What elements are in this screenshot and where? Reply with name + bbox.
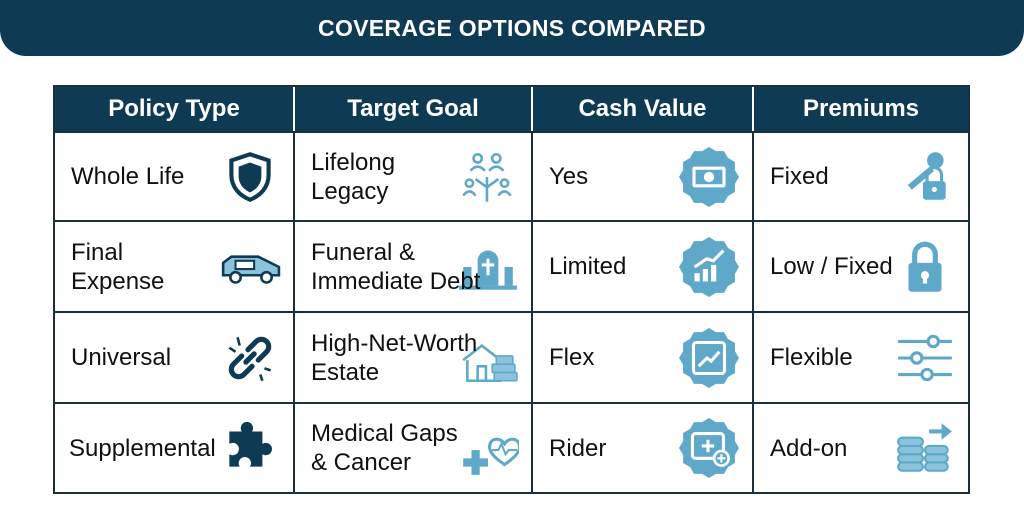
banner — [0, 0, 1024, 56]
cell-text: Supplemental — [69, 434, 216, 462]
cell-text: Flex — [549, 344, 595, 371]
cell-text: Add-on — [770, 434, 848, 462]
cell-text: Rider — [549, 434, 607, 462]
cell-icon — [459, 249, 517, 290]
column-header: Policy Type — [55, 87, 295, 131]
column-header: Target Goal — [295, 87, 533, 131]
column-header: Premiums — [754, 87, 968, 131]
cell-icon — [462, 343, 518, 382]
table-cell: Final Expense — [55, 220, 295, 311]
cell-text: Funeral & Immediate Debt — [311, 238, 481, 295]
cell-icon — [229, 151, 271, 202]
cell-icon — [907, 151, 946, 200]
table-cell: Flexible — [754, 311, 968, 402]
cell-icon — [897, 423, 952, 472]
cell-text: Fixed — [770, 163, 829, 190]
cell-icon — [463, 437, 519, 475]
cell-icon — [679, 327, 739, 388]
cell-text: Medical Gaps & Cancer — [311, 420, 458, 476]
cell-icon — [898, 334, 952, 381]
table-cell: Lifelong Legacy — [295, 131, 533, 220]
cell-icon — [462, 152, 512, 202]
cell-icon — [228, 336, 272, 381]
table-cell: Add-on — [754, 402, 968, 492]
cell-icon — [679, 146, 739, 207]
cell-text: Universal — [71, 344, 172, 371]
cell-icon — [679, 418, 739, 478]
table-cell: Rider — [533, 402, 754, 492]
table-cell: Limited — [533, 220, 754, 311]
cell-icon — [679, 236, 739, 297]
cell-icon — [229, 421, 273, 467]
table-cell: Flex — [533, 311, 754, 402]
cell-text: Final Expense — [71, 238, 165, 295]
table-cell: Low / Fixed — [754, 220, 968, 311]
table-cell: High-Net-Worth Estate — [295, 311, 533, 402]
cell-text: Low / Fixed — [770, 253, 893, 280]
cell-text: Whole Life — [71, 163, 185, 190]
table-cell: Funeral & Immediate Debt — [295, 220, 533, 311]
cell-icon — [908, 241, 942, 292]
cell-text: Limited — [549, 253, 627, 280]
table-cell: Medical Gaps & Cancer — [295, 402, 533, 492]
cell-text: Flexible — [770, 344, 853, 371]
cell-text: Lifelong Legacy — [311, 148, 396, 205]
cell-text: High-Net-Worth Estate — [311, 329, 478, 386]
table-cell: Universal — [55, 311, 295, 402]
table-cell: Yes — [533, 131, 754, 220]
column-header: Cash Value — [533, 87, 754, 131]
table-cell: Fixed — [754, 131, 968, 220]
table: Policy Type Target Goal Cash Value Premiums… — [53, 85, 970, 494]
cell-text: Yes — [549, 163, 589, 190]
title: COVERAGE OPTIONS COMPARED — [318, 15, 706, 41]
cell-icon — [221, 254, 281, 284]
table-cell: Supplemental — [55, 402, 295, 492]
table-cell: Whole Life — [55, 131, 295, 220]
